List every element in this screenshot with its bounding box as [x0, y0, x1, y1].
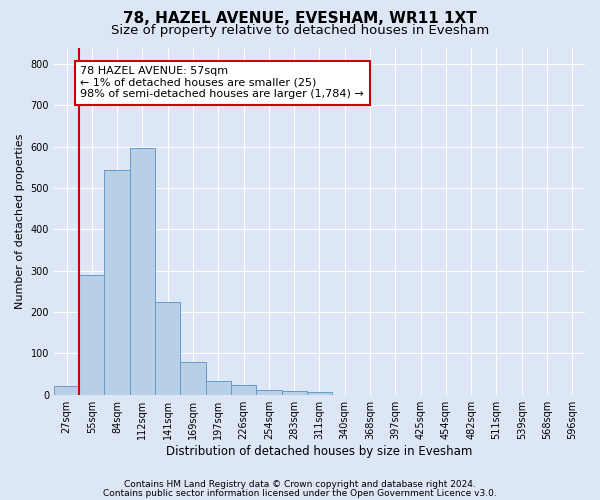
Bar: [130, 148, 155, 394]
Text: Contains public sector information licensed under the Open Government Licence v3: Contains public sector information licen…: [103, 489, 497, 498]
Bar: [181, 362, 206, 394]
Y-axis label: Number of detached properties: Number of detached properties: [15, 134, 25, 309]
X-axis label: Distribution of detached houses by size in Evesham: Distribution of detached houses by size …: [166, 444, 473, 458]
Text: Size of property relative to detached houses in Evesham: Size of property relative to detached ho…: [111, 24, 489, 37]
Bar: [155, 302, 181, 394]
Text: 78 HAZEL AVENUE: 57sqm
← 1% of detached houses are smaller (25)
98% of semi-deta: 78 HAZEL AVENUE: 57sqm ← 1% of detached …: [80, 66, 364, 100]
Bar: [231, 385, 256, 394]
Bar: [307, 392, 332, 394]
Bar: [206, 381, 231, 394]
Bar: [104, 170, 130, 394]
Text: Contains HM Land Registry data © Crown copyright and database right 2024.: Contains HM Land Registry data © Crown c…: [124, 480, 476, 489]
Bar: [256, 390, 281, 394]
Text: 78, HAZEL AVENUE, EVESHAM, WR11 1XT: 78, HAZEL AVENUE, EVESHAM, WR11 1XT: [123, 11, 477, 26]
Bar: [281, 390, 307, 394]
Bar: [54, 386, 79, 394]
Bar: [79, 275, 104, 394]
